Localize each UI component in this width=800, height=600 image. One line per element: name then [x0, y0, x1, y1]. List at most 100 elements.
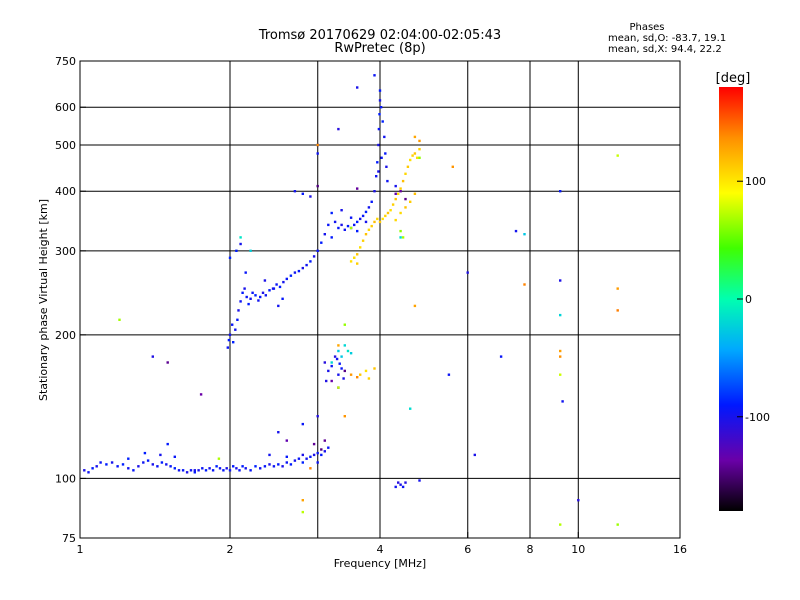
data-point — [394, 218, 397, 222]
data-point — [118, 318, 121, 321]
data-point — [616, 154, 619, 157]
data-point — [364, 220, 368, 224]
data-point — [151, 355, 154, 358]
stats-line-x: mean, sd,X: 94.4, 22.2 — [608, 44, 722, 55]
data-point — [373, 74, 376, 77]
data-point — [577, 499, 580, 502]
data-point — [127, 457, 130, 460]
data-point — [378, 99, 382, 102]
data-point — [411, 154, 414, 157]
data-point — [418, 148, 421, 151]
data-point — [343, 344, 346, 347]
data-point — [285, 277, 288, 281]
data-point — [561, 400, 564, 403]
data-point — [105, 463, 108, 466]
data-point — [330, 379, 333, 383]
data-point — [349, 260, 353, 263]
data-point — [337, 386, 340, 389]
data-point — [217, 457, 221, 460]
data-point — [197, 469, 200, 472]
data-point — [320, 453, 323, 457]
data-point — [466, 271, 469, 274]
data-point — [257, 299, 260, 302]
data-point — [399, 187, 402, 190]
data-point — [367, 206, 371, 209]
data-point — [249, 469, 252, 472]
data-point — [361, 214, 365, 218]
data-point — [385, 165, 388, 168]
data-point — [285, 439, 288, 442]
data-point — [418, 479, 421, 482]
data-point — [301, 266, 304, 270]
data-point — [353, 256, 356, 259]
data-point — [305, 263, 308, 267]
data-point — [316, 152, 319, 155]
data-point — [399, 483, 402, 486]
data-point — [293, 271, 297, 274]
data-point — [559, 313, 562, 317]
data-point — [416, 156, 419, 159]
data-point — [386, 179, 389, 183]
data-point — [349, 373, 353, 376]
data-point — [364, 210, 368, 214]
data-point — [227, 338, 231, 342]
data-point — [343, 369, 346, 373]
data-point — [156, 465, 159, 468]
data-point — [418, 156, 421, 159]
data-point — [247, 302, 250, 306]
y-tick-label: 750 — [55, 55, 76, 68]
data-point — [277, 463, 280, 466]
data-point — [386, 211, 390, 215]
y-tick-label: 600 — [55, 101, 76, 114]
data-point — [359, 373, 362, 376]
x-tick-label: 4 — [377, 543, 384, 556]
y-axis-label: Stationary phase Virtual Height [km] — [37, 199, 50, 401]
data-point — [312, 442, 316, 446]
data-point — [201, 467, 204, 470]
data-point — [325, 379, 328, 383]
data-point — [177, 469, 181, 472]
data-point — [143, 451, 147, 455]
data-point — [259, 467, 262, 470]
data-point — [309, 467, 312, 470]
data-point — [232, 341, 235, 344]
data-point — [370, 224, 373, 228]
data-point — [278, 285, 282, 289]
data-point — [235, 467, 238, 470]
data-point — [559, 190, 562, 193]
data-point — [232, 465, 235, 468]
data-point — [381, 120, 384, 123]
data-point — [185, 471, 189, 474]
data-point — [409, 158, 412, 162]
data-point — [249, 249, 252, 252]
data-point — [301, 510, 304, 514]
data-point — [237, 309, 240, 312]
data-point — [377, 170, 380, 173]
data-point — [275, 283, 278, 286]
grid — [80, 61, 680, 538]
data-point — [239, 236, 242, 239]
data-point — [342, 377, 345, 380]
data-point — [337, 127, 340, 131]
data-point — [166, 361, 169, 364]
data-point — [243, 287, 246, 290]
stats-line-o: mean, sd,O: -83.7, 19.1 — [608, 33, 726, 44]
data-point — [228, 333, 232, 336]
data-point — [234, 328, 237, 331]
data-point — [333, 355, 337, 358]
data-point — [320, 241, 323, 244]
data-point — [340, 223, 343, 227]
data-point — [401, 236, 405, 239]
data-point — [384, 152, 387, 155]
data-point — [166, 442, 169, 446]
data-point — [364, 369, 368, 373]
data-point — [399, 211, 402, 215]
data-point — [268, 463, 271, 466]
data-point — [99, 461, 102, 464]
data-point — [523, 283, 526, 286]
data-point — [323, 233, 326, 236]
data-point — [337, 349, 340, 353]
data-point — [244, 467, 247, 470]
data-point — [146, 459, 150, 462]
data-point — [330, 361, 333, 364]
